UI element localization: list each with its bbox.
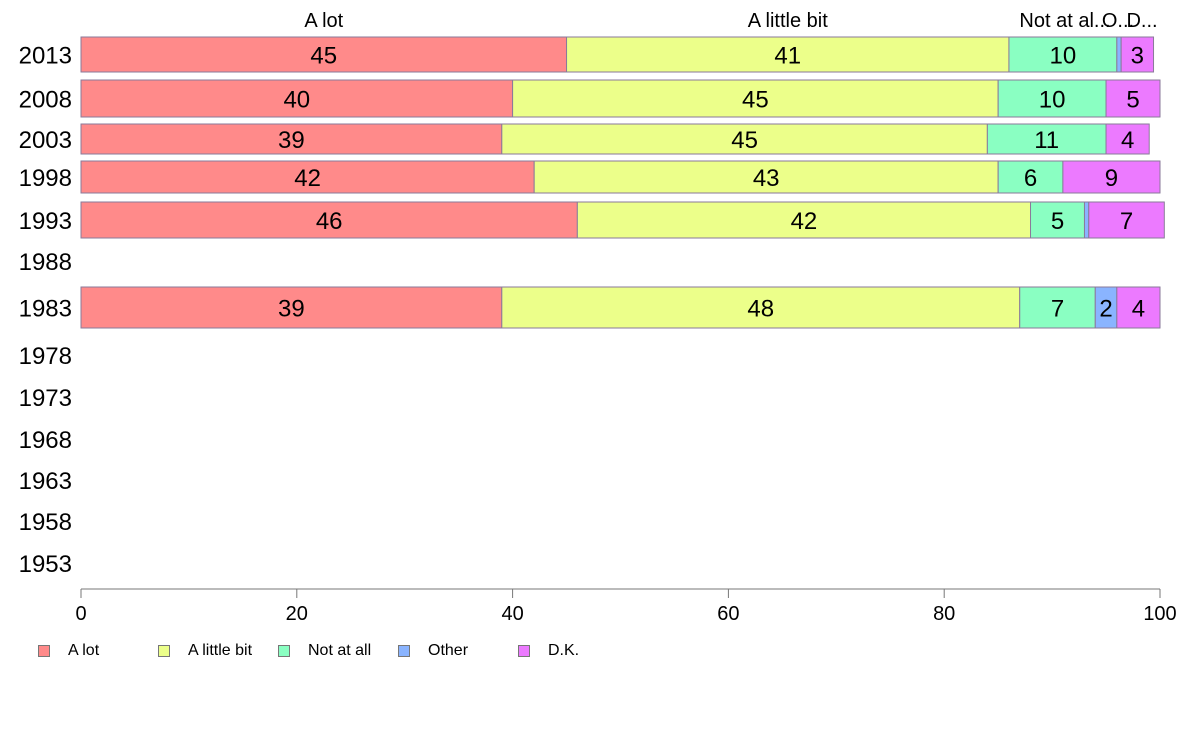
year-label-1993: 1993	[19, 208, 72, 235]
data-label-1983-2: 7	[1051, 296, 1064, 323]
data-label-2008-2: 10	[1039, 87, 1066, 114]
bar-1983-a-little-bit	[501, 286, 1021, 329]
data-label-2008-4: 5	[1126, 87, 1139, 114]
year-label-1998: 1998	[19, 165, 72, 192]
year-label-1958: 1958	[19, 509, 72, 536]
year-label-1978: 1978	[19, 343, 72, 370]
data-label-1993-2: 5	[1051, 208, 1064, 235]
legend-label: A little bit	[188, 642, 253, 659]
top-label-2: Not at al...	[1019, 10, 1110, 32]
year-label-1963: 1963	[19, 468, 72, 495]
data-label-1998-2: 6	[1024, 165, 1037, 192]
data-label-2013-1: 41	[774, 43, 801, 70]
legend-item-d-k-: D.K.	[518, 642, 638, 660]
year-label-1973: 1973	[19, 385, 72, 412]
data-label-2013-4: 3	[1131, 43, 1144, 70]
x-tick-label-100: 100	[1143, 603, 1176, 625]
bar-1998-a-little-bit	[533, 160, 999, 194]
top-label-4: D...	[1126, 10, 1157, 32]
bar-2008-a-little-bit	[512, 79, 999, 118]
year-label-2008: 2008	[19, 87, 72, 114]
data-label-1998-1: 43	[753, 165, 780, 192]
data-label-1983-1: 48	[747, 296, 774, 323]
y-axis-labels: 2013 2008 2003 1998 1993 1988 1983 1978 1973 1968…	[19, 43, 72, 579]
x-tick-label-40: 40	[501, 603, 523, 625]
data-label-2008-1: 45	[742, 87, 769, 114]
bars: 45 41 10 340 45 10 539 45 11 442 43 6 946 42 5 739 48 7 2 4	[80, 36, 1165, 329]
legend-label: Not at all	[308, 642, 372, 659]
year-label-1968: 1968	[19, 427, 72, 454]
x-tick-label-20: 20	[286, 603, 308, 625]
legend-label: D.K.	[548, 642, 580, 659]
bar-2013-d-k-	[1120, 36, 1155, 73]
bar-2003-a-lot	[80, 123, 503, 155]
legend-swatch	[158, 645, 170, 657]
year-label-1953: 1953	[19, 551, 72, 578]
bar-1993-a-little-bit	[576, 201, 1032, 239]
bar-2008-a-lot	[80, 79, 514, 118]
year-label-2003: 2003	[19, 127, 72, 154]
x-tick-label-80: 80	[933, 603, 955, 625]
legend-item-other: Other	[398, 642, 518, 660]
year-label-2013: 2013	[19, 43, 72, 70]
data-label-2013-2: 10	[1050, 43, 1077, 70]
data-label-1998-4: 9	[1105, 165, 1118, 192]
legend-swatch	[518, 645, 530, 657]
bar-1998-a-lot	[80, 160, 535, 194]
x-axis: 0 20 40 60 80 100	[75, 588, 1177, 625]
data-label-2003-0: 39	[278, 127, 305, 154]
data-label-1993-1: 42	[791, 208, 818, 235]
bar-2003-not-at-all	[986, 123, 1107, 155]
bar-1998-d-k-	[1062, 160, 1161, 194]
data-label-1993-0: 46	[316, 208, 343, 235]
top-series-labels: A lot A little bit Not at al...O...D...	[304, 10, 1157, 32]
data-label-2013-0: 45	[310, 43, 337, 70]
top-label-1: A little bit	[748, 10, 828, 32]
bar-1993-d-k-	[1088, 201, 1165, 239]
legend: A lot A little bit Not at all Other D.K.	[38, 642, 638, 660]
data-label-1983-4: 4	[1132, 296, 1145, 323]
top-label-3: O...	[1102, 10, 1134, 32]
data-label-1983-0: 39	[278, 296, 305, 323]
data-label-1998-0: 42	[294, 165, 321, 192]
data-label-2008-0: 40	[283, 87, 310, 114]
data-label-2003-2: 11	[1034, 127, 1059, 154]
bar-1993-not-at-all	[1030, 201, 1085, 239]
legend-item-a-lot: A lot	[38, 642, 158, 660]
year-label-1988: 1988	[19, 249, 72, 276]
legend-item-not-at-all: Not at all	[278, 642, 398, 660]
bar-2003-a-little-bit	[501, 123, 988, 155]
legend-swatch	[278, 645, 290, 657]
data-label-2003-1: 45	[731, 127, 758, 154]
bar-1983-d-k-	[1116, 286, 1161, 329]
bar-2013-a-little-bit	[566, 36, 1010, 73]
data-label-1983-3: 2	[1099, 296, 1112, 323]
top-label-0: A lot	[304, 10, 343, 32]
legend-item-a-little-bit: A little bit	[158, 642, 278, 660]
bar-2003-d-k-	[1105, 123, 1150, 155]
legend-label: A lot	[68, 642, 100, 659]
bar-2008-not-at-all	[997, 79, 1107, 118]
bar-2008-d-k-	[1105, 79, 1161, 118]
data-label-1993-4: 7	[1120, 208, 1133, 235]
bar-1998-not-at-all	[997, 160, 1064, 194]
x-tick-label-60: 60	[717, 603, 739, 625]
year-label-1983: 1983	[19, 296, 72, 323]
x-tick-label-0: 0	[75, 603, 86, 625]
bar-1993-other	[1083, 201, 1090, 239]
legend-label: Other	[428, 642, 469, 659]
legend-swatch	[398, 645, 410, 657]
data-label-2003-4: 4	[1121, 127, 1134, 154]
bar-2013-other	[1116, 36, 1122, 73]
legend-swatch	[38, 645, 50, 657]
